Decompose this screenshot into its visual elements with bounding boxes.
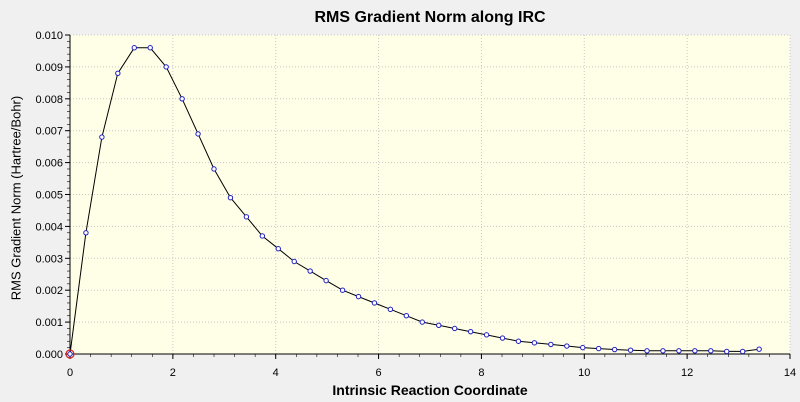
data-point (483, 332, 490, 338)
data-point (708, 348, 714, 354)
data-point (580, 344, 586, 351)
x-tick-label: 0 (67, 367, 73, 379)
data-point (307, 268, 313, 274)
data-point (595, 345, 602, 352)
y-tick-label: 0.001 (35, 317, 63, 329)
y-tick-label: 0.004 (35, 221, 63, 233)
data-point (499, 335, 506, 341)
data-point (195, 131, 201, 137)
data-point (515, 338, 522, 344)
data-point (291, 258, 297, 265)
data-point (323, 277, 329, 284)
data-point (163, 64, 169, 70)
y-tick-label: 0.000 (35, 349, 63, 361)
series-group (65, 45, 762, 359)
series-line (69, 47, 760, 355)
data-point (467, 328, 474, 335)
data-point (739, 348, 746, 355)
data-point (756, 346, 762, 352)
data-point (83, 230, 89, 236)
tick-labels: 0.000 0.001 0.002 0.003 0.004 0.005 0.006 0.007… (35, 30, 796, 379)
data-point (436, 322, 442, 328)
x-tick-label: 14 (784, 367, 796, 379)
data-point (243, 214, 250, 220)
data-point (692, 348, 698, 354)
x-tick-label: 10 (578, 367, 590, 379)
y-tick-label: 0.002 (35, 285, 63, 297)
data-point (99, 134, 105, 140)
data-point (403, 313, 410, 319)
data-point (451, 325, 458, 332)
data-point (564, 343, 570, 349)
data-point (115, 70, 121, 76)
data-point (355, 293, 362, 300)
y-tick-label: 0.005 (35, 190, 63, 202)
y-tick-label: 0.003 (35, 253, 63, 265)
data-point (419, 319, 425, 325)
data-point (147, 45, 153, 51)
data-point (371, 300, 378, 306)
x-tick-label: 2 (170, 367, 176, 379)
data-point (611, 346, 618, 353)
data-point (644, 348, 650, 354)
x-axis-title: Intrinsic Reaction Coordinate (332, 382, 528, 398)
data-point (676, 348, 682, 354)
highlighted-point (65, 349, 75, 359)
x-tick-label: 4 (273, 367, 279, 379)
data-point (548, 341, 554, 348)
data-point (179, 96, 185, 102)
data-point (211, 166, 217, 172)
x-tick-label: 6 (376, 367, 382, 379)
data-point (627, 347, 634, 353)
axes (65, 34, 791, 359)
x-tick-label: 8 (478, 367, 484, 379)
y-tick-label: 0.010 (35, 30, 63, 42)
data-point (724, 348, 730, 355)
y-tick-label: 0.006 (35, 158, 63, 170)
data-point (131, 45, 137, 51)
y-tick-label: 0.008 (35, 94, 63, 106)
data-point (531, 340, 538, 346)
x-tick-label: 12 (681, 367, 693, 379)
data-point (660, 348, 666, 354)
data-point (275, 246, 281, 252)
y-tick-label: 0.007 (35, 126, 63, 138)
data-point (67, 351, 73, 357)
y-tick-label: 0.009 (35, 62, 63, 74)
data-point (339, 287, 346, 293)
data-point (227, 194, 234, 201)
chart-title: RMS Gradient Norm along IRC (314, 9, 546, 26)
data-point (259, 233, 266, 239)
data-point (387, 306, 394, 313)
